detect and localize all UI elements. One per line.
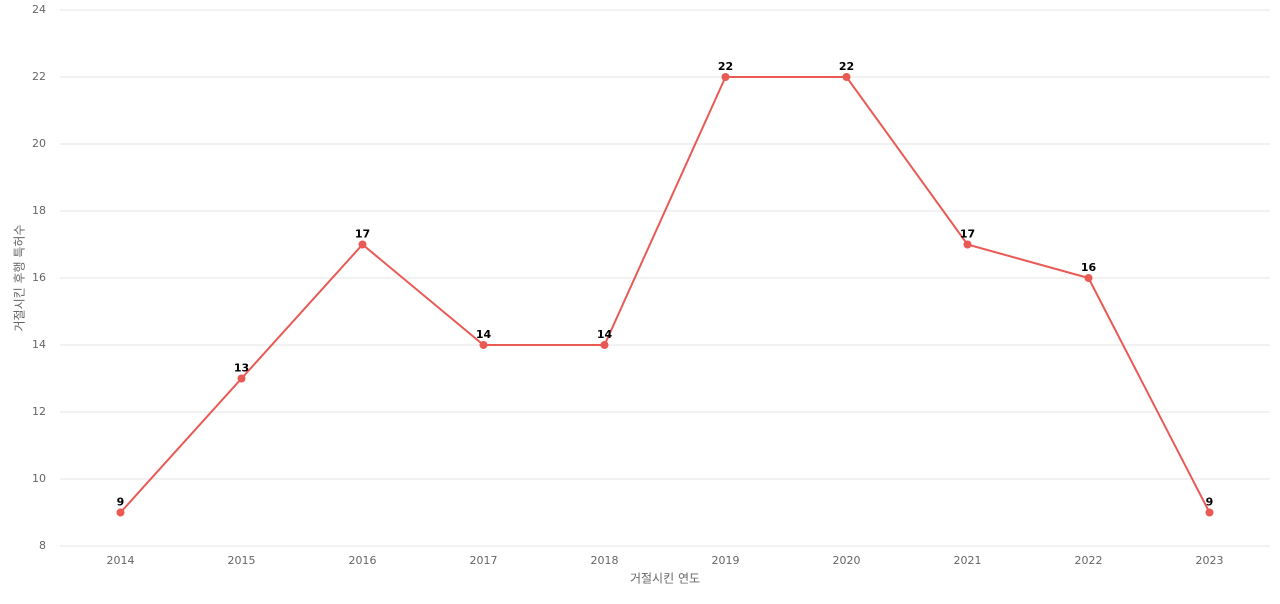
y-axis-label: 거절시킨 후행 특허수 [12, 225, 27, 332]
y-tick-label: 14 [32, 338, 46, 351]
x-tick-label: 2018 [591, 554, 619, 567]
point [358, 240, 367, 249]
data-label: 13 [234, 362, 249, 375]
x-tick-label: 2023 [1196, 554, 1224, 567]
y-tick-label: 24 [32, 3, 46, 16]
data-label: 16 [1081, 261, 1097, 274]
data-label: 9 [1206, 496, 1214, 509]
x-axis-label: 거절시킨 연도 [630, 572, 700, 586]
point [237, 374, 246, 383]
point [1084, 274, 1093, 282]
x-tick-label: 2014 [107, 554, 135, 567]
point [479, 341, 488, 349]
y-tick-label: 22 [32, 70, 46, 83]
point [1205, 508, 1214, 517]
x-tick-label: 2019 [712, 554, 740, 567]
point [963, 240, 972, 249]
y-tick-label: 16 [32, 271, 46, 284]
point [116, 508, 125, 517]
data-label: 17 [960, 228, 975, 241]
y-tick-label: 8 [39, 539, 46, 552]
x-tick-label: 2021 [954, 554, 982, 567]
y-tick-label: 18 [32, 204, 46, 217]
data-label: 14 [597, 328, 613, 341]
data-label: 9 [117, 496, 125, 509]
y-tick-label: 10 [32, 472, 46, 485]
data-label: 22 [718, 60, 733, 73]
data-label: 22 [839, 60, 854, 73]
line [119, 76, 1211, 514]
point [721, 73, 730, 81]
y-tick-label: 12 [32, 405, 46, 418]
x-tick-label: 2016 [349, 554, 377, 567]
point [842, 73, 851, 81]
data-label: 14 [476, 328, 492, 341]
x-tick-label: 2022 [1075, 554, 1103, 567]
x-tick-label: 2020 [833, 554, 861, 567]
y-tick-label: 20 [32, 137, 46, 150]
point [600, 341, 609, 349]
data-label: 17 [355, 228, 370, 241]
x-tick-label: 2015 [228, 554, 256, 567]
x-tick-label: 2017 [470, 554, 498, 567]
